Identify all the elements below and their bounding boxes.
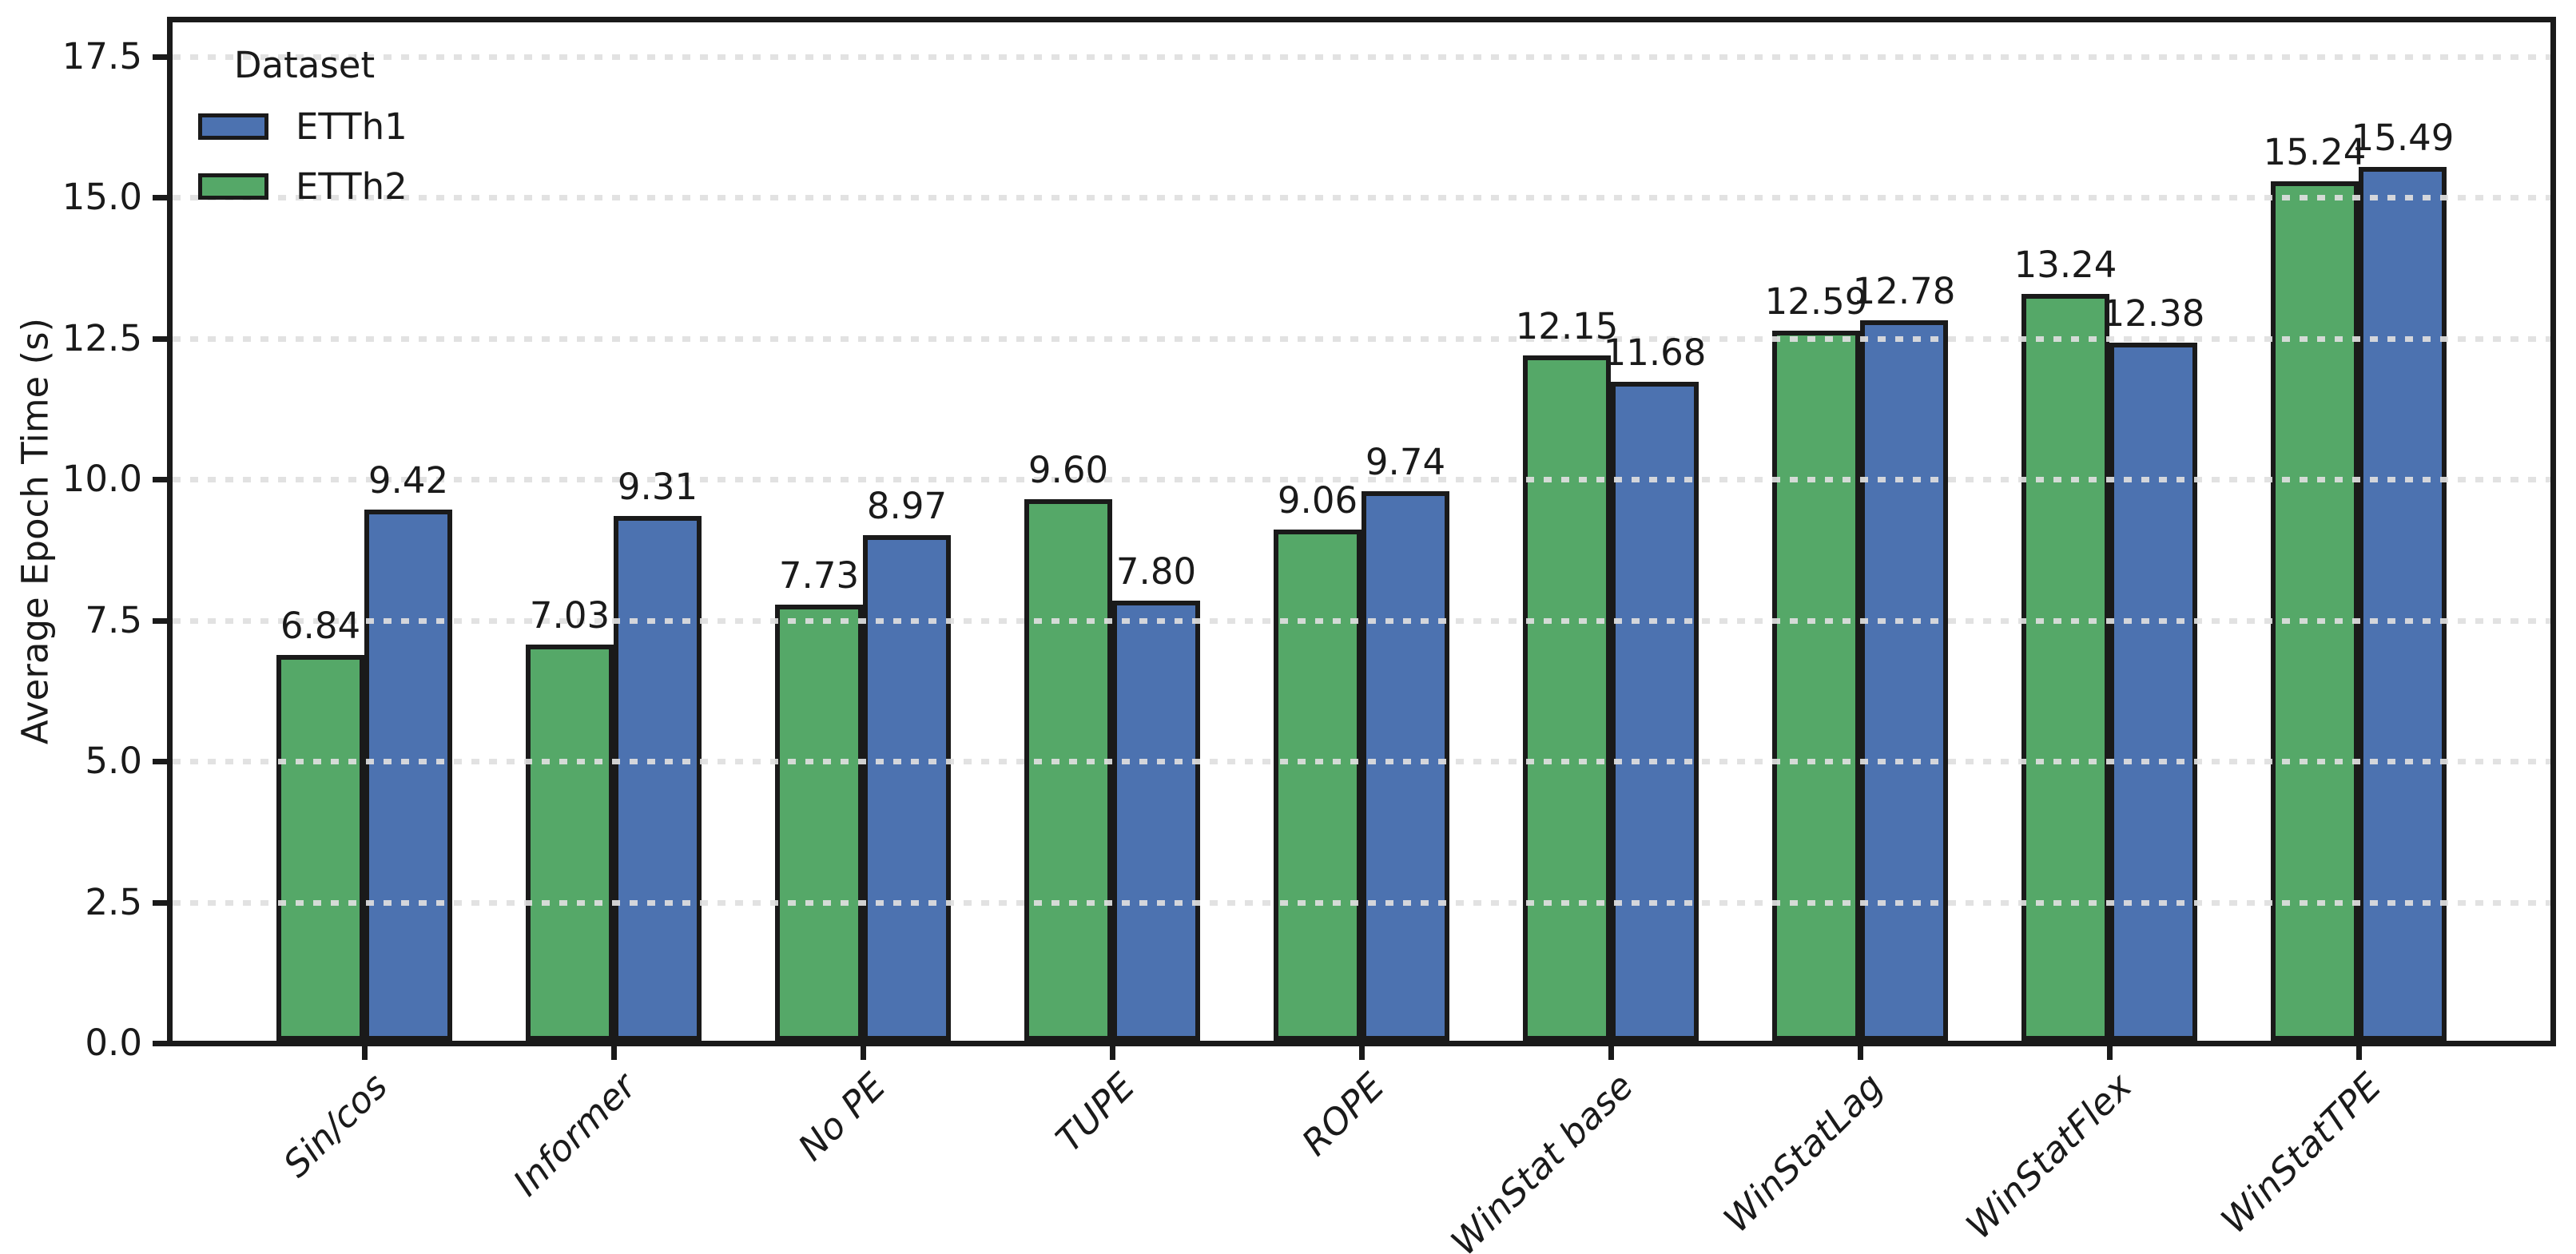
bar-ETTh2-informer [526,645,614,1041]
x-tick-label-winstat-base: WinStat base [1443,1065,1642,1254]
bar-ETTh1-informer [614,516,702,1041]
bar-ETTh1-winstat-base [1611,382,1699,1041]
y-tick [153,54,167,60]
x-tick [861,1046,866,1060]
bar-ETTh1-no-pe [863,535,951,1041]
x-tick [1858,1046,1863,1060]
legend-entries: ETTh1 ETTh2 [198,109,411,204]
y-tick [153,1041,167,1046]
x-tick-label-winstatflex: WinStatFlex [1958,1065,2141,1248]
gridline [173,54,2550,60]
x-tick-label-winstatlag: WinStatLag [1715,1065,1891,1241]
bar-ETTh1-tupe [1112,601,1200,1041]
bar-ETTh2-no-pe [775,605,863,1041]
bar-ETTh2-sin/cos [276,655,364,1041]
x-tick-label-sin/cos: Sin/cos [274,1065,396,1186]
bar-value-label: 15.24 [2263,130,2367,173]
x-tick [1359,1046,1365,1060]
bar-value-label: 9.74 [1365,440,1446,483]
y-tick-label: 7.5 [85,598,142,641]
bar-ETTh2-winstat-base [1523,355,1611,1041]
bar-value-label: 9.06 [1277,478,1358,522]
bar-value-label: 12.78 [1852,269,1956,312]
bar-ETTh1-winstatflex [2109,343,2197,1041]
x-tick-label-winstattpe: WinStatTPE [2212,1065,2390,1242]
y-tick [153,477,167,482]
bar-value-label: 9.31 [617,465,698,508]
x-tick-label-informer: Informer [505,1065,645,1204]
y-tick [153,759,167,764]
bar-value-label: 7.73 [778,554,860,597]
bar-value-label: 8.97 [866,484,948,527]
y-tick-label: 5.0 [85,740,142,782]
y-tick [153,617,167,624]
x-tick [2107,1046,2113,1060]
bar-value-label: 7.80 [1115,550,1197,593]
bar-value-label: 13.24 [2013,243,2117,286]
x-tick-label-tupe: TUPE [1047,1065,1143,1161]
y-tick-label: 0.0 [85,1022,142,1064]
legend-swatch-etth1 [198,113,268,140]
x-tick [1110,1046,1115,1060]
bar-ETTh2-winstatlag [1772,331,1860,1041]
legend: Dataset ETTh1 ETTh2 [198,46,411,204]
bar-value-label: 12.59 [1764,280,1868,323]
x-tick-label-rope: ROPE [1293,1065,1393,1165]
bar-value-label: 12.15 [1515,304,1619,347]
y-tick [153,195,167,200]
x-tick [2356,1046,2362,1060]
x-tick-label-no-pe: No PE [789,1065,894,1169]
bar-value-label: 6.84 [280,604,361,647]
y-tick-label: 10.0 [62,458,142,500]
bar-value-label: 11.68 [1603,331,1707,374]
bar-value-label: 9.42 [368,458,449,502]
legend-swatch-etth2 [198,173,268,200]
y-tick [153,899,167,906]
bar-value-label: 15.49 [2351,116,2455,159]
bar-ETTh2-tupe [1024,499,1112,1041]
gridline [173,759,2550,764]
bar-ETTh2-winstatflex [2021,294,2109,1041]
y-axis-title: Average Epoch Time (s) [14,317,57,745]
bar-ETTh2-rope [1274,530,1362,1041]
gridline [173,335,2550,342]
bar-value-label: 7.03 [529,593,610,637]
bar-value-label: 12.38 [2101,292,2205,335]
legend-label: ETTh2 [296,165,407,208]
x-tick [611,1046,617,1060]
legend-title: Dataset [233,44,376,86]
x-tick [1608,1046,1614,1060]
gridline [173,899,2550,906]
bar-ETTh1-winstatlag [1860,320,1948,1041]
legend-entry-etth1: ETTh1 [198,109,411,145]
y-tick [153,335,167,342]
bar-ETTh1-rope [1362,491,1449,1041]
bar-ETTh1-sin/cos [364,510,452,1041]
bar-ETTh2-winstattpe [2271,181,2359,1041]
gridline [173,195,2550,200]
gridline [173,617,2550,624]
y-tick-label: 2.5 [85,880,142,923]
gridline [173,477,2550,482]
bar-ETTh1-winstattpe [2359,167,2447,1041]
bar-value-label: 9.60 [1028,448,1109,491]
y-tick-label: 12.5 [62,316,142,359]
plot-area: 6.84 9.42 7.03 9.31 7.73 8.97 9.60 7.80 9.06 9.74… [173,22,2550,1041]
legend-entry-etth2: ETTh2 [198,169,411,204]
y-tick-label: 17.5 [62,34,142,77]
y-tick-label: 15.0 [62,176,142,218]
x-tick [362,1046,368,1060]
legend-label: ETTh1 [296,105,407,148]
